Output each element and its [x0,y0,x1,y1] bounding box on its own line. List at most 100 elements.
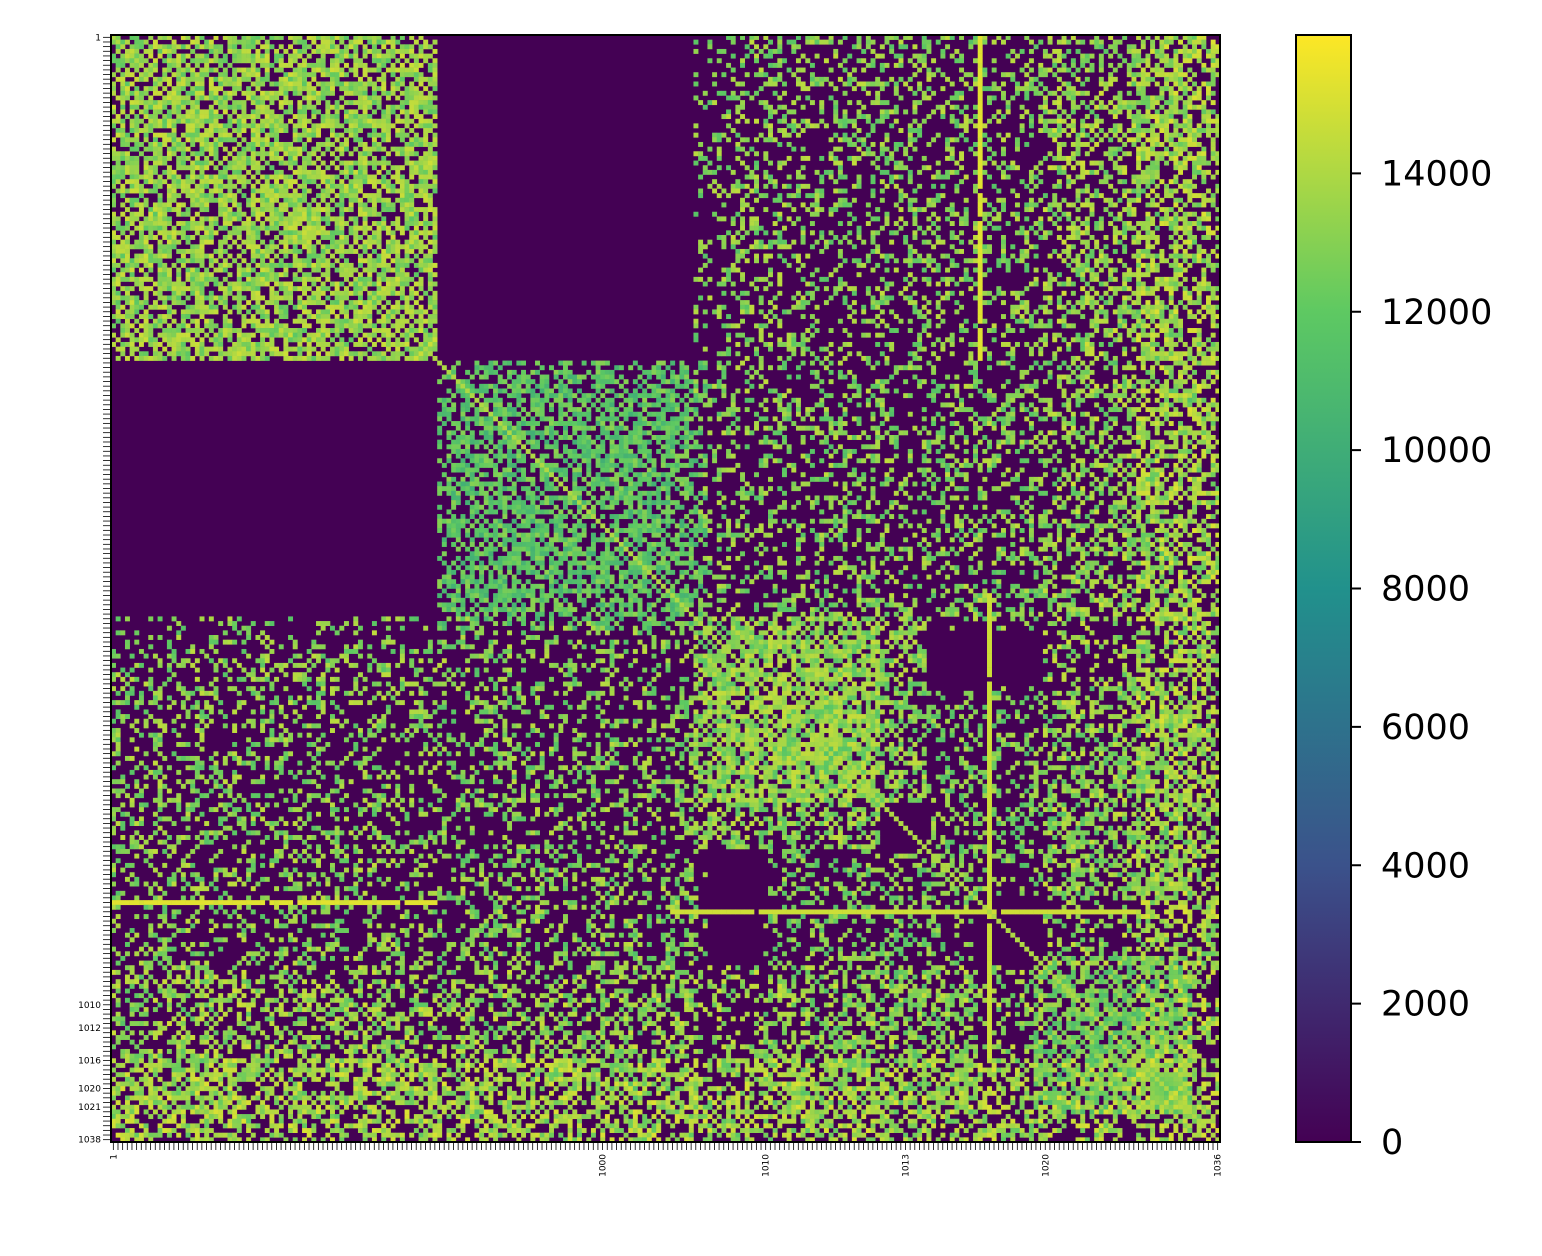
heatmap-cell [1126,67,1132,73]
heatmap-cell [302,123,308,129]
heatmap-cell [861,239,867,245]
heatmap-cell [148,44,154,50]
heatmap-cell [413,207,419,213]
heatmap-cell [306,239,312,245]
heatmap-cell [1042,207,1048,213]
heatmap-cell [884,81,890,87]
heatmap-cell [702,90,708,96]
heatmap-cell [418,244,424,250]
heatmap-cell [213,155,219,161]
heatmap-cell [353,193,359,199]
heatmap-cell [1047,281,1053,287]
heatmap-cell [1131,62,1137,68]
heatmap-cell [763,100,769,106]
heatmap-cell [232,44,238,50]
heatmap-cell [856,146,862,152]
heatmap-cell [432,211,438,217]
heatmap-cell [376,132,382,138]
heatmap-cell [996,35,1002,40]
heatmap-cell [311,276,317,282]
heatmap-cell [1206,132,1211,138]
heatmap-cell [870,239,876,245]
heatmap-cell [1122,262,1128,268]
heatmap-cell [241,58,247,64]
heatmap-cell [180,67,186,73]
heatmap-cell [889,35,895,40]
heatmap-cell [791,44,797,50]
heatmap-cell [735,95,741,101]
heatmap-cell [795,258,801,264]
heatmap-cell [162,44,168,50]
heatmap-cell [1117,100,1123,106]
heatmap-cell [1173,230,1179,236]
heatmap-cell [311,109,317,115]
heatmap-cell [744,183,750,189]
heatmap-cell [740,207,746,213]
heatmap-cell [357,35,363,40]
heatmap-cell [721,267,727,273]
heatmap-cell [1066,244,1072,250]
heatmap-cell [246,272,252,278]
heatmap-cell [264,216,270,222]
heatmap-cell [297,146,303,152]
heatmap-cell [250,132,256,138]
heatmap-cell [991,160,997,166]
heatmap-cell [800,262,806,268]
heatmap-cell [390,165,396,171]
heatmap-cell [357,137,363,143]
heatmap-cell [1028,207,1034,213]
heatmap-cell [190,235,196,240]
heatmap-cell [260,81,266,87]
heatmap-cell [316,207,321,213]
heatmap-cell [893,35,899,40]
heatmap-cell [977,267,983,273]
heatmap-cell [1201,272,1207,278]
heatmap-cell [385,202,391,208]
heatmap-cell [148,48,154,54]
heatmap-cell [921,44,927,50]
heatmap-cell [1154,100,1160,106]
heatmap-cell [921,95,927,101]
heatmap-cell [157,100,163,106]
heatmap-cell [222,132,228,138]
heatmap-cell [1140,95,1146,101]
heatmap-cell [977,48,983,54]
heatmap-cell [1089,169,1095,175]
heatmap-cell [353,146,359,152]
heatmap-cell [162,262,168,268]
heatmap-cell [991,151,997,157]
heatmap-cell [241,118,247,124]
heatmap-cell [413,90,419,96]
heatmap-cell [1024,141,1030,147]
heatmap-cell [129,169,135,175]
heatmap-cells [111,35,1221,1143]
heatmap-cell [1145,253,1151,259]
heatmap-cell [432,216,438,222]
heatmap-cell [390,35,396,40]
heatmap-cell [1070,155,1076,161]
heatmap-cell [213,114,219,120]
heatmap-cell [1173,123,1179,129]
heatmap-cell [269,155,275,161]
heatmap-cell [698,248,704,254]
heatmap-cell [1075,132,1081,138]
heatmap-cell [1094,225,1100,231]
heatmap-cell [1066,183,1072,189]
heatmap-cell [330,76,335,82]
heatmap-cell [171,183,177,189]
heatmap-cell [357,272,363,278]
heatmap-cell [395,118,401,124]
heatmap-cell [213,165,219,171]
heatmap-cell [1187,114,1193,120]
heatmap-cell [768,160,773,166]
heatmap-cell [749,48,755,54]
heatmap-cell [754,165,759,171]
heatmap-cell [1159,258,1165,264]
heatmap-cell [232,39,238,45]
heatmap-cell [837,248,843,254]
heatmap-cell [138,211,144,217]
heatmap-cell [1196,169,1202,175]
heatmap-cell [949,146,955,152]
heatmap-cell [227,35,233,40]
heatmap-cell [1001,174,1006,180]
